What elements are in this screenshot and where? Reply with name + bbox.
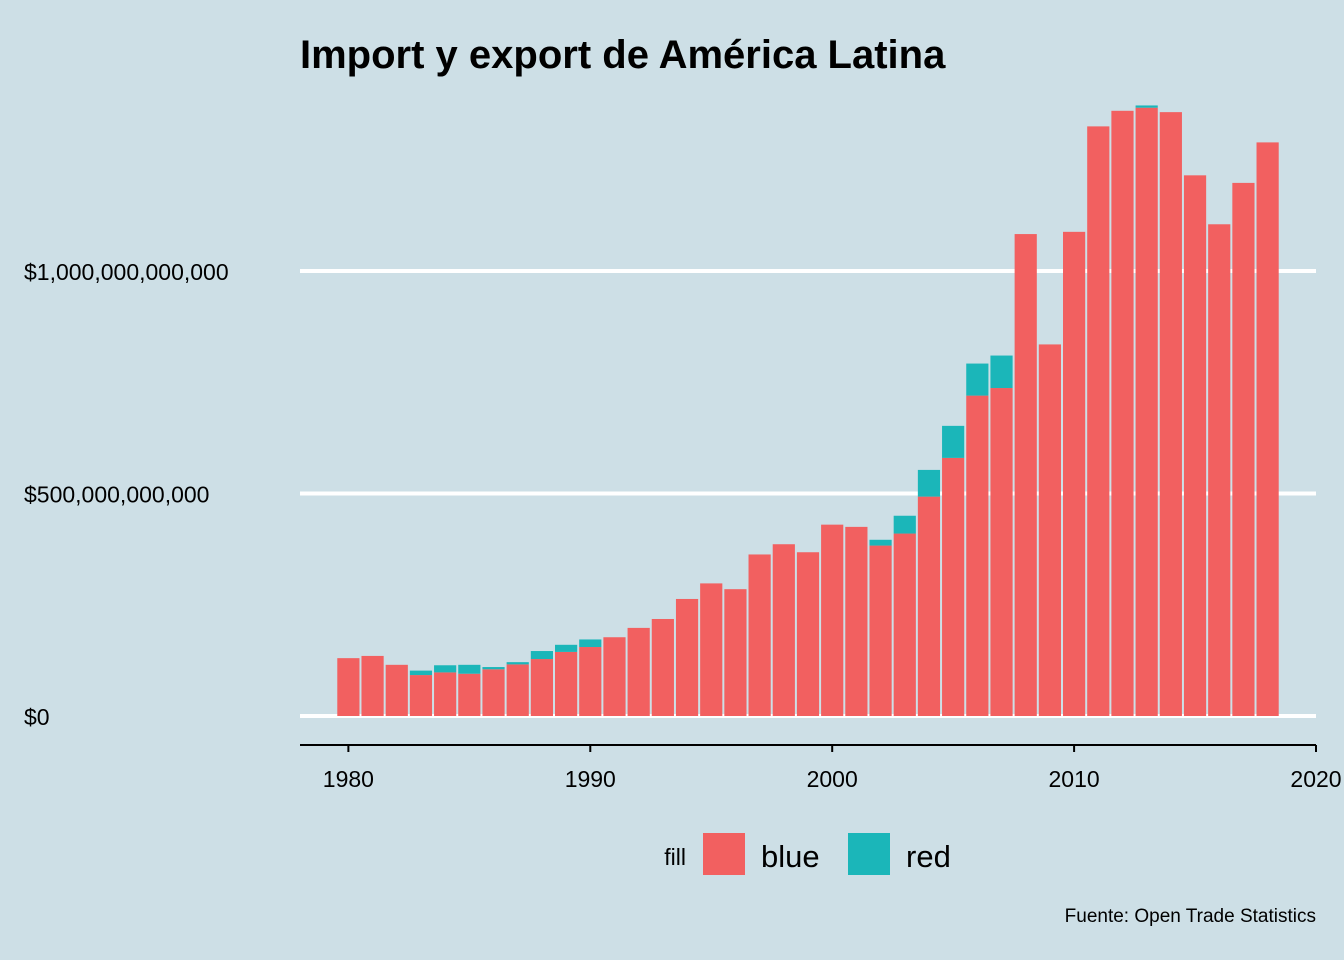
bar-red-2004 — [917, 469, 941, 497]
bar-blue-2011 — [1087, 126, 1110, 716]
bar-blue-1984 — [434, 672, 457, 716]
bar-red-2007 — [990, 355, 1013, 389]
x-axis: 1980 1990 2000 2010 2020 — [300, 744, 1342, 792]
bar-blue-1983 — [409, 675, 433, 716]
legend: fill blue red — [664, 833, 951, 875]
bar-red-1984 — [434, 665, 457, 673]
bar-blue-1999 — [796, 552, 820, 716]
bar-blue-1981 — [361, 655, 384, 716]
x-tick-label-2010: 2010 — [1049, 766, 1100, 792]
bar-red-1987 — [506, 662, 529, 665]
legend-label-blue: blue — [761, 839, 820, 874]
bar-blue-2000 — [821, 524, 844, 716]
bar-blue-1998 — [772, 544, 795, 716]
chart-caption: Fuente: Open Trade Statistics — [1065, 906, 1316, 927]
bar-blue-2015 — [1183, 175, 1207, 716]
bar-blue-1997 — [748, 554, 771, 716]
y-tick-label-1: $500,000,000,000 — [24, 482, 209, 508]
x-tick-label-1990: 1990 — [565, 766, 616, 792]
bar-blue-2007 — [990, 388, 1013, 716]
legend-label-red: red — [906, 839, 951, 874]
bar-blue-1991 — [603, 637, 626, 716]
bar-blue-2004 — [917, 496, 941, 716]
x-tick-label-2000: 2000 — [807, 766, 858, 792]
y-tick-label-0: $0 — [24, 704, 50, 730]
bar-red-1983 — [409, 670, 433, 676]
bar-blue-2001 — [845, 526, 868, 716]
bar-blue-2006 — [966, 395, 989, 716]
bar-red-1989 — [555, 644, 578, 652]
bar-blue-1995 — [700, 583, 723, 716]
bar-blue-1980 — [337, 658, 360, 716]
bar-red-1985 — [458, 664, 481, 674]
bar-red-1990 — [579, 639, 602, 648]
bar-blue-2017 — [1232, 182, 1255, 716]
bar-blue-2018 — [1256, 142, 1279, 716]
legend-key-red — [848, 833, 890, 875]
bar-blue-1987 — [506, 664, 529, 716]
bar-red-2003 — [893, 515, 916, 534]
bar-blue-2010 — [1063, 231, 1086, 716]
bar-blue-2005 — [942, 457, 965, 716]
y-tick-label-2: $1,000,000,000,000 — [24, 259, 229, 285]
chart-title: Import y export de América Latina — [300, 33, 946, 77]
bar-blue-2008 — [1014, 234, 1037, 716]
bar-red-1988 — [530, 651, 553, 660]
bar-blue-1993 — [651, 618, 674, 716]
bar-blue-1990 — [579, 647, 602, 716]
bar-blue-2003 — [893, 533, 916, 716]
bar-blue-1986 — [482, 669, 505, 716]
bar-blue-1994 — [675, 598, 699, 716]
bar-blue-2002 — [869, 545, 892, 716]
bar-blue-1996 — [724, 589, 747, 716]
bar-blue-2012 — [1111, 110, 1134, 717]
bar-blue-1982 — [385, 664, 408, 716]
bar-red-2013 — [1135, 105, 1158, 108]
bar-blue-2013 — [1135, 107, 1158, 716]
bar-red-2002 — [869, 539, 892, 546]
legend-key-blue — [703, 833, 745, 875]
bar-red-1986 — [482, 667, 505, 670]
bar-red-2005 — [942, 425, 965, 458]
bar-blue-1989 — [555, 651, 578, 716]
bar-blue-1992 — [627, 627, 650, 716]
bars-layer — [337, 105, 1279, 717]
x-tick-label-1980: 1980 — [323, 766, 374, 792]
legend-title: fill — [664, 844, 686, 870]
bar-red-2006 — [966, 363, 989, 396]
bar-blue-2016 — [1208, 224, 1231, 716]
bar-blue-1988 — [530, 659, 553, 716]
y-axis: $0 $500,000,000,000 $1,000,000,000,000 — [24, 259, 229, 730]
x-tick-label-2020: 2020 — [1290, 766, 1341, 792]
bar-blue-2014 — [1159, 112, 1182, 716]
bar-blue-2009 — [1038, 344, 1061, 716]
bar-blue-1985 — [458, 673, 481, 716]
